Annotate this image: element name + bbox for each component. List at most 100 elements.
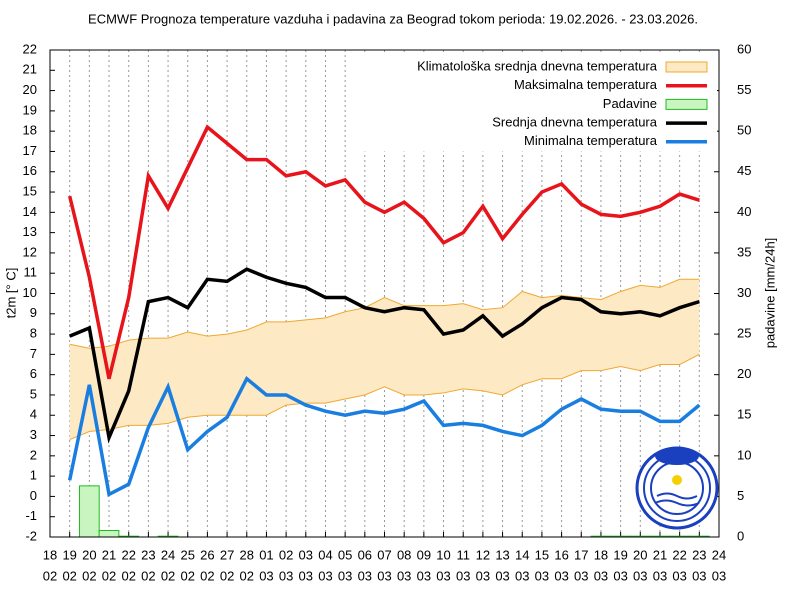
y2-tick-label: 40 [737, 204, 751, 219]
x-tick-label: 03 [613, 568, 627, 583]
y-tick-label: 14 [23, 204, 37, 219]
x-tick-label: 03 [653, 568, 667, 583]
x-tick-label: 02 [82, 568, 96, 583]
x-tick-label: 21 [102, 547, 116, 562]
y2-tick-label: 30 [737, 285, 751, 300]
legend-bg [360, 52, 717, 152]
y-tick-label: 7 [30, 346, 37, 361]
x-tick-label: 03 [554, 568, 568, 583]
x-tick-label: 18 [594, 547, 608, 562]
y-tick-label: 2 [30, 447, 37, 462]
y-tick-label: 0 [30, 488, 37, 503]
y-tick-label: 20 [23, 82, 37, 97]
y2-tick-label: 45 [737, 163, 751, 178]
line [69, 267, 700, 444]
x-tick-label: 21 [653, 547, 667, 562]
legend-label: Minimalna temperatura [524, 133, 658, 148]
y2-tick-label: 10 [737, 447, 751, 462]
y2-tick-label: 50 [737, 123, 751, 138]
chart-title: ECMWF Prognoza temperature vazduha i pad… [88, 11, 698, 26]
x-tick-label: 02 [220, 568, 234, 583]
x-tick-label: 03 [358, 568, 372, 583]
x-tick-label: 11 [456, 547, 470, 562]
x-tick-label: 03 [574, 568, 588, 583]
x-tick-label: 03 [672, 568, 686, 583]
x-tick-label: 02 [121, 568, 135, 583]
x-tick-label: 07 [377, 547, 391, 562]
x-tick-label: 03 [495, 568, 509, 583]
band-fill [69, 279, 700, 440]
y2-tick-label: 0 [737, 528, 744, 543]
logo-cloud [655, 447, 699, 465]
legend-label: Maksimalna temperatura [514, 77, 658, 92]
logo-waves [654, 492, 700, 507]
line [67, 124, 700, 380]
y-tick-label: 22 [23, 41, 37, 56]
x-tick-label: 28 [240, 547, 254, 562]
x-tick-label: 22 [121, 547, 135, 562]
x-tick-label: 10 [436, 547, 450, 562]
y-tick-label: 11 [24, 265, 38, 280]
x-tick-label: 20 [82, 547, 96, 562]
y2-tick-label: 20 [737, 366, 751, 381]
y-tick-label: 10 [23, 285, 37, 300]
x-tick-label: 14 [515, 547, 529, 562]
y-tick-label: 16 [23, 163, 37, 178]
x-tick-label: 24 [161, 547, 175, 562]
x-tick-label: 02 [43, 568, 57, 583]
x-tick-label: 24 [712, 547, 726, 562]
x-tick-label: 03 [299, 568, 313, 583]
x-tick-label: 02 [141, 568, 155, 583]
y-tick-label: 4 [30, 407, 37, 422]
x-tick-label: 19 [62, 547, 76, 562]
x-tick-label: 03 [299, 547, 313, 562]
y-tick-label: 15 [23, 183, 37, 198]
x-tick-label: 02 [62, 568, 76, 583]
x-tick-label: 03 [633, 568, 647, 583]
x-tick-label: 02 [240, 568, 254, 583]
legend-label: Klimatološka srednja dnevna temperatura [417, 58, 658, 73]
band-lower [69, 353, 700, 441]
x-tick-label: 03 [594, 568, 608, 583]
y-tick-label: 21 [23, 62, 37, 77]
y-tick-label: 17 [23, 143, 37, 158]
x-tick-label: 02 [279, 547, 293, 562]
y2-tick-label: 25 [737, 326, 751, 341]
y2-tick-label: 35 [737, 244, 751, 259]
line [67, 375, 701, 498]
x-tick-label: 03 [318, 568, 332, 583]
band-upper [69, 278, 700, 349]
y2-tick-label: 15 [737, 407, 751, 422]
x-tick-label: 12 [476, 547, 490, 562]
x-tick-label: 25 [181, 547, 195, 562]
x-tick-label: 03 [338, 568, 352, 583]
plot: 1802190220022102220223022402250226022702… [23, 41, 752, 583]
plot-frame [49, 49, 720, 538]
x-tick-label: 03 [417, 568, 431, 583]
x-tick-label: 01 [259, 547, 273, 562]
x-tick-label: 09 [417, 547, 431, 562]
x-tick-label: 27 [220, 547, 234, 562]
y-tick-label: 12 [23, 244, 37, 259]
x-tick-label: 02 [181, 568, 195, 583]
logo [635, 446, 719, 530]
x-tick-label: 06 [358, 547, 372, 562]
y-tick-label: 1 [30, 468, 37, 483]
x-tick-label: 03 [397, 568, 411, 583]
x-tick-label: 08 [397, 547, 411, 562]
legend-label: Srednja dnevna temperatura [492, 115, 658, 130]
x-tick-label: 17 [574, 547, 588, 562]
y-tick-label: 6 [30, 366, 37, 381]
x-tick-label: 20 [633, 547, 647, 562]
y2-tick-label: 60 [737, 41, 751, 56]
y-tick-label: 9 [30, 305, 37, 320]
y-tick-label: -2 [25, 528, 37, 543]
legend-swatch [665, 61, 708, 73]
x-tick-label: 04 [318, 547, 332, 562]
y-tick-label: 18 [23, 123, 37, 138]
x-tick-label: 02 [200, 568, 214, 583]
x-tick-label: 18 [43, 547, 57, 562]
y-tick-label: 19 [23, 102, 37, 117]
y-tick-label: 8 [30, 326, 37, 341]
